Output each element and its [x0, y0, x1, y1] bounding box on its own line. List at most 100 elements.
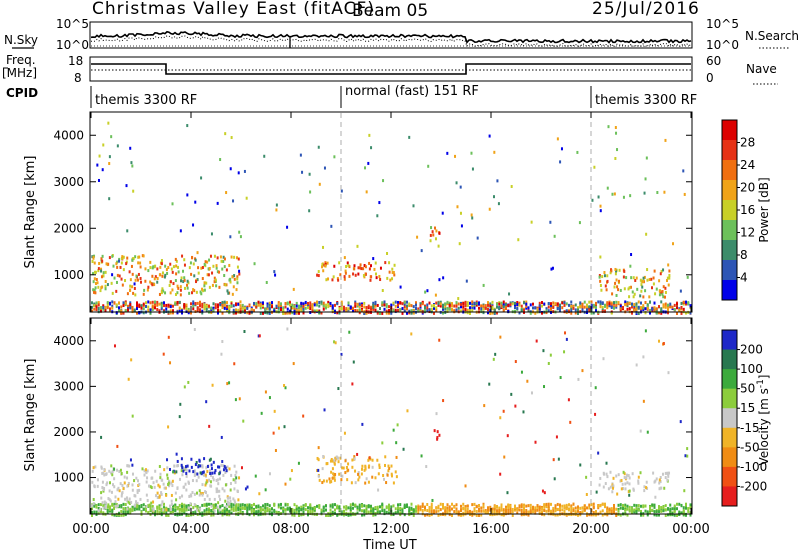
echo-cell: [615, 507, 618, 511]
echo-cell: [588, 513, 591, 517]
echo-cell: [290, 469, 293, 473]
echo-cell: [534, 306, 537, 310]
echo-cell: [316, 309, 318, 313]
echo-cell: [147, 305, 150, 309]
echo-cell: [577, 509, 579, 513]
echo-cell: [379, 278, 382, 282]
echo-cell: [194, 463, 197, 467]
echo-cell: [455, 510, 458, 514]
echo-cell: [153, 277, 156, 281]
echo-cell: [124, 279, 127, 283]
echo-cell: [145, 304, 147, 308]
echo-cell: [581, 302, 584, 306]
echo-cell: [334, 341, 337, 345]
echo-cell: [203, 284, 206, 288]
echo-cell: [130, 500, 133, 504]
echo-cell: [466, 311, 469, 315]
echo-cell: [583, 305, 586, 309]
echo-cell: [159, 261, 162, 265]
echo-cell: [592, 502, 595, 506]
echo-cell: [444, 304, 447, 308]
echo-cell: [329, 508, 332, 512]
echo-cell: [322, 454, 325, 458]
echo-cell: [129, 306, 132, 310]
echo-cell: [678, 510, 681, 514]
echo-cell: [399, 511, 402, 515]
echo-cell: [169, 291, 172, 295]
echo-cell: [345, 505, 348, 509]
echo-cell: [122, 304, 125, 308]
echo-cell: [104, 287, 107, 291]
echo-cell: [668, 471, 671, 475]
echo-cell: [246, 509, 249, 513]
echo-cell: [108, 489, 111, 493]
echo-cell: [328, 477, 331, 481]
echo-cell: [506, 434, 509, 438]
echo-cell: [131, 483, 134, 487]
echo-cell: [611, 292, 614, 296]
echo-cell: [197, 465, 200, 469]
echo-cell: [116, 488, 119, 492]
echo-cell: [160, 291, 163, 295]
echo-cell: [120, 513, 123, 517]
echo-cell: [523, 510, 525, 514]
echo-cell: [436, 430, 439, 434]
echo-cell: [199, 507, 202, 511]
echo-cell: [556, 307, 559, 311]
echo-cell: [177, 265, 180, 269]
echo-cell: [137, 261, 140, 265]
echo-cell: [372, 307, 375, 311]
echo-cell: [610, 269, 613, 273]
echo-cell: [92, 497, 95, 501]
echo-cell: [333, 476, 336, 480]
echo-cell: [399, 503, 402, 507]
echo-cell: [487, 511, 489, 515]
echo-cell: [658, 506, 660, 510]
echo-cell: [394, 300, 397, 304]
echo-cell: [108, 155, 111, 159]
echo-cell: [298, 311, 300, 315]
echo-cell: [168, 467, 171, 471]
echo-cell: [433, 429, 436, 433]
echo-cell: [617, 507, 620, 511]
echo-cell: [182, 469, 185, 473]
echo-cell: [313, 309, 316, 313]
echo-cell: [348, 265, 351, 269]
echo-cell: [201, 277, 204, 281]
echo-cell: [624, 505, 627, 509]
echo-cell: [111, 473, 114, 477]
y-tick-label: 1000: [53, 268, 84, 282]
echo-cell: [136, 304, 138, 308]
echo-cell: [581, 506, 584, 510]
echo-cell: [511, 510, 514, 514]
echo-cell: [502, 508, 505, 512]
echo-cell: [567, 398, 570, 402]
echo-cell: [644, 329, 647, 333]
echo-cell: [381, 441, 384, 445]
echo-cell: [231, 292, 234, 296]
echo-cell: [302, 302, 305, 306]
echo-cell: [176, 311, 179, 315]
echo-cell: [219, 469, 222, 473]
echo-cell: [307, 511, 309, 515]
echo-cell: [244, 487, 247, 491]
echo-cell: [195, 508, 198, 512]
echo-cell: [604, 502, 606, 506]
echo-cell: [683, 489, 686, 493]
echo-cell: [635, 506, 638, 510]
colorbar-swatch: [722, 447, 737, 468]
echo-cell: [136, 501, 139, 505]
echo-cell: [689, 311, 692, 315]
echo-cell: [462, 513, 465, 517]
echo-cell: [259, 303, 262, 307]
echo-cell: [121, 491, 124, 495]
time-tick-label: 00:00: [72, 522, 109, 537]
echo-cell: [358, 302, 361, 306]
echo-cell: [195, 460, 198, 464]
echo-cell: [149, 301, 152, 305]
echo-cell: [203, 503, 206, 507]
echo-cell: [442, 276, 445, 280]
echo-cell: [135, 476, 138, 480]
echo-cell: [576, 150, 579, 154]
echo-cell: [357, 266, 360, 270]
